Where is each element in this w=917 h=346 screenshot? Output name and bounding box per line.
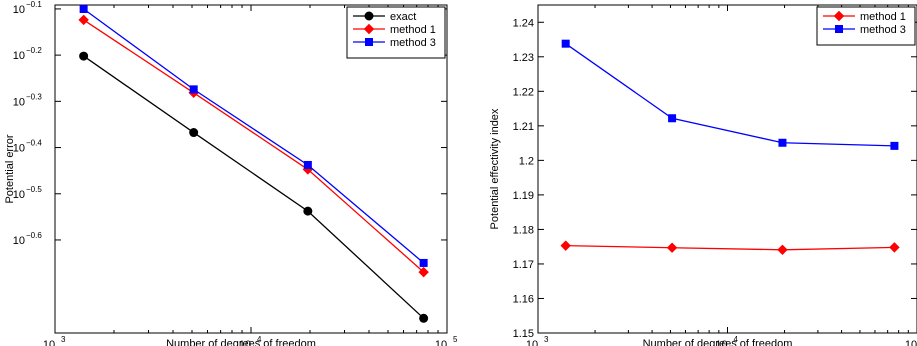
series-line [83, 55, 425, 319]
x-tick-label-exp: 5 [453, 335, 458, 344]
data-point [418, 266, 429, 278]
data-point [778, 138, 787, 147]
y-tick-label: 10 [13, 235, 25, 247]
legend-label: method 3 [860, 24, 906, 36]
y-tick-label: 1.18 [513, 224, 534, 236]
data-point [79, 51, 89, 61]
data-point [889, 242, 900, 253]
y-tick-label: 10 [13, 143, 25, 155]
y-tick-label: 1.17 [513, 259, 534, 271]
x-tick-label-exp: 4 [257, 335, 262, 344]
y-tick-label: 10 [13, 4, 25, 16]
y-tick-label-exp: −0.4 [26, 139, 42, 148]
data-point [560, 240, 571, 251]
series-line [565, 244, 895, 251]
x-tick-label-exp: 4 [734, 335, 739, 344]
y-tick-label: 1.23 [513, 52, 534, 64]
legend-box [816, 6, 916, 46]
y-tick-label-exp: −0.5 [26, 185, 42, 194]
legend-label: method 3 [390, 37, 436, 49]
series-method-3 [79, 5, 428, 267]
series-exact [79, 51, 429, 323]
x-tick-label: 10 [715, 339, 727, 346]
y-tick-label: 1.15 [513, 328, 534, 340]
x-tick-label: 10 [526, 339, 538, 346]
legend-label: exact [390, 11, 416, 23]
y-tick-label: 1.2 [519, 155, 534, 167]
legend-marker [833, 10, 845, 22]
legend-marker [835, 25, 843, 33]
data-point [303, 160, 312, 169]
y-axis-label: Potential effectivity index [489, 108, 501, 229]
legend-marker [364, 11, 374, 21]
x-axis-label: Number of degrees of freedom [643, 338, 793, 346]
y-tick-label: 1.21 [513, 121, 534, 133]
series-method-3 [561, 39, 899, 150]
legend-label: method 1 [860, 11, 906, 23]
data-point [668, 114, 677, 123]
legend-marker [363, 23, 375, 35]
data-point [777, 244, 788, 255]
y-tick-label: 10 [13, 50, 25, 62]
y-tick-label-exp: −0.3 [26, 92, 42, 101]
data-point [890, 141, 899, 150]
data-point [189, 128, 199, 138]
x-tick-label-exp: 3 [544, 335, 549, 344]
x-tick-label: 10 [905, 339, 917, 346]
legend-label: method 1 [390, 24, 436, 36]
legend-marker [365, 38, 373, 46]
x-tick-label: 10 [239, 339, 251, 346]
chart-1: 10 3 10 4 10 510 −0.110 −0.210 −0.310 −0.410 −0.51… [4, 0, 458, 346]
x-tick-label-exp: 3 [61, 335, 66, 344]
data-point [666, 242, 678, 253]
series-method-1 [560, 240, 900, 255]
y-axis-label: Potential error [4, 134, 16, 203]
series-line [83, 19, 425, 273]
x-axis-label: Number of degrees of freedom [166, 338, 316, 346]
data-point [78, 14, 89, 26]
data-point [189, 85, 198, 94]
x-tick-label: 10 [435, 339, 447, 346]
y-tick-label-exp: −0.1 [26, 0, 42, 9]
y-tick-label: 1.16 [513, 293, 534, 305]
data-point [79, 5, 88, 14]
y-tick-label-exp: −0.2 [26, 46, 42, 55]
series-line [565, 43, 895, 147]
plot-frame [537, 4, 917, 334]
data-point [419, 258, 428, 267]
x-tick-label: 10 [43, 339, 55, 346]
y-tick-label: 1.22 [513, 86, 534, 98]
y-tick-label: 10 [13, 96, 25, 108]
y-tick-label: 10 [13, 189, 25, 201]
series-line [83, 8, 425, 264]
data-point [303, 206, 313, 216]
y-tick-label-exp: −0.6 [26, 231, 42, 240]
y-tick-label: 1.19 [513, 190, 534, 202]
data-point [419, 313, 429, 323]
data-point [561, 39, 570, 48]
chart-2: 1031041051.151.161.171.181.191.21.211.22… [489, 4, 917, 346]
y-tick-label: 1.24 [513, 17, 534, 29]
